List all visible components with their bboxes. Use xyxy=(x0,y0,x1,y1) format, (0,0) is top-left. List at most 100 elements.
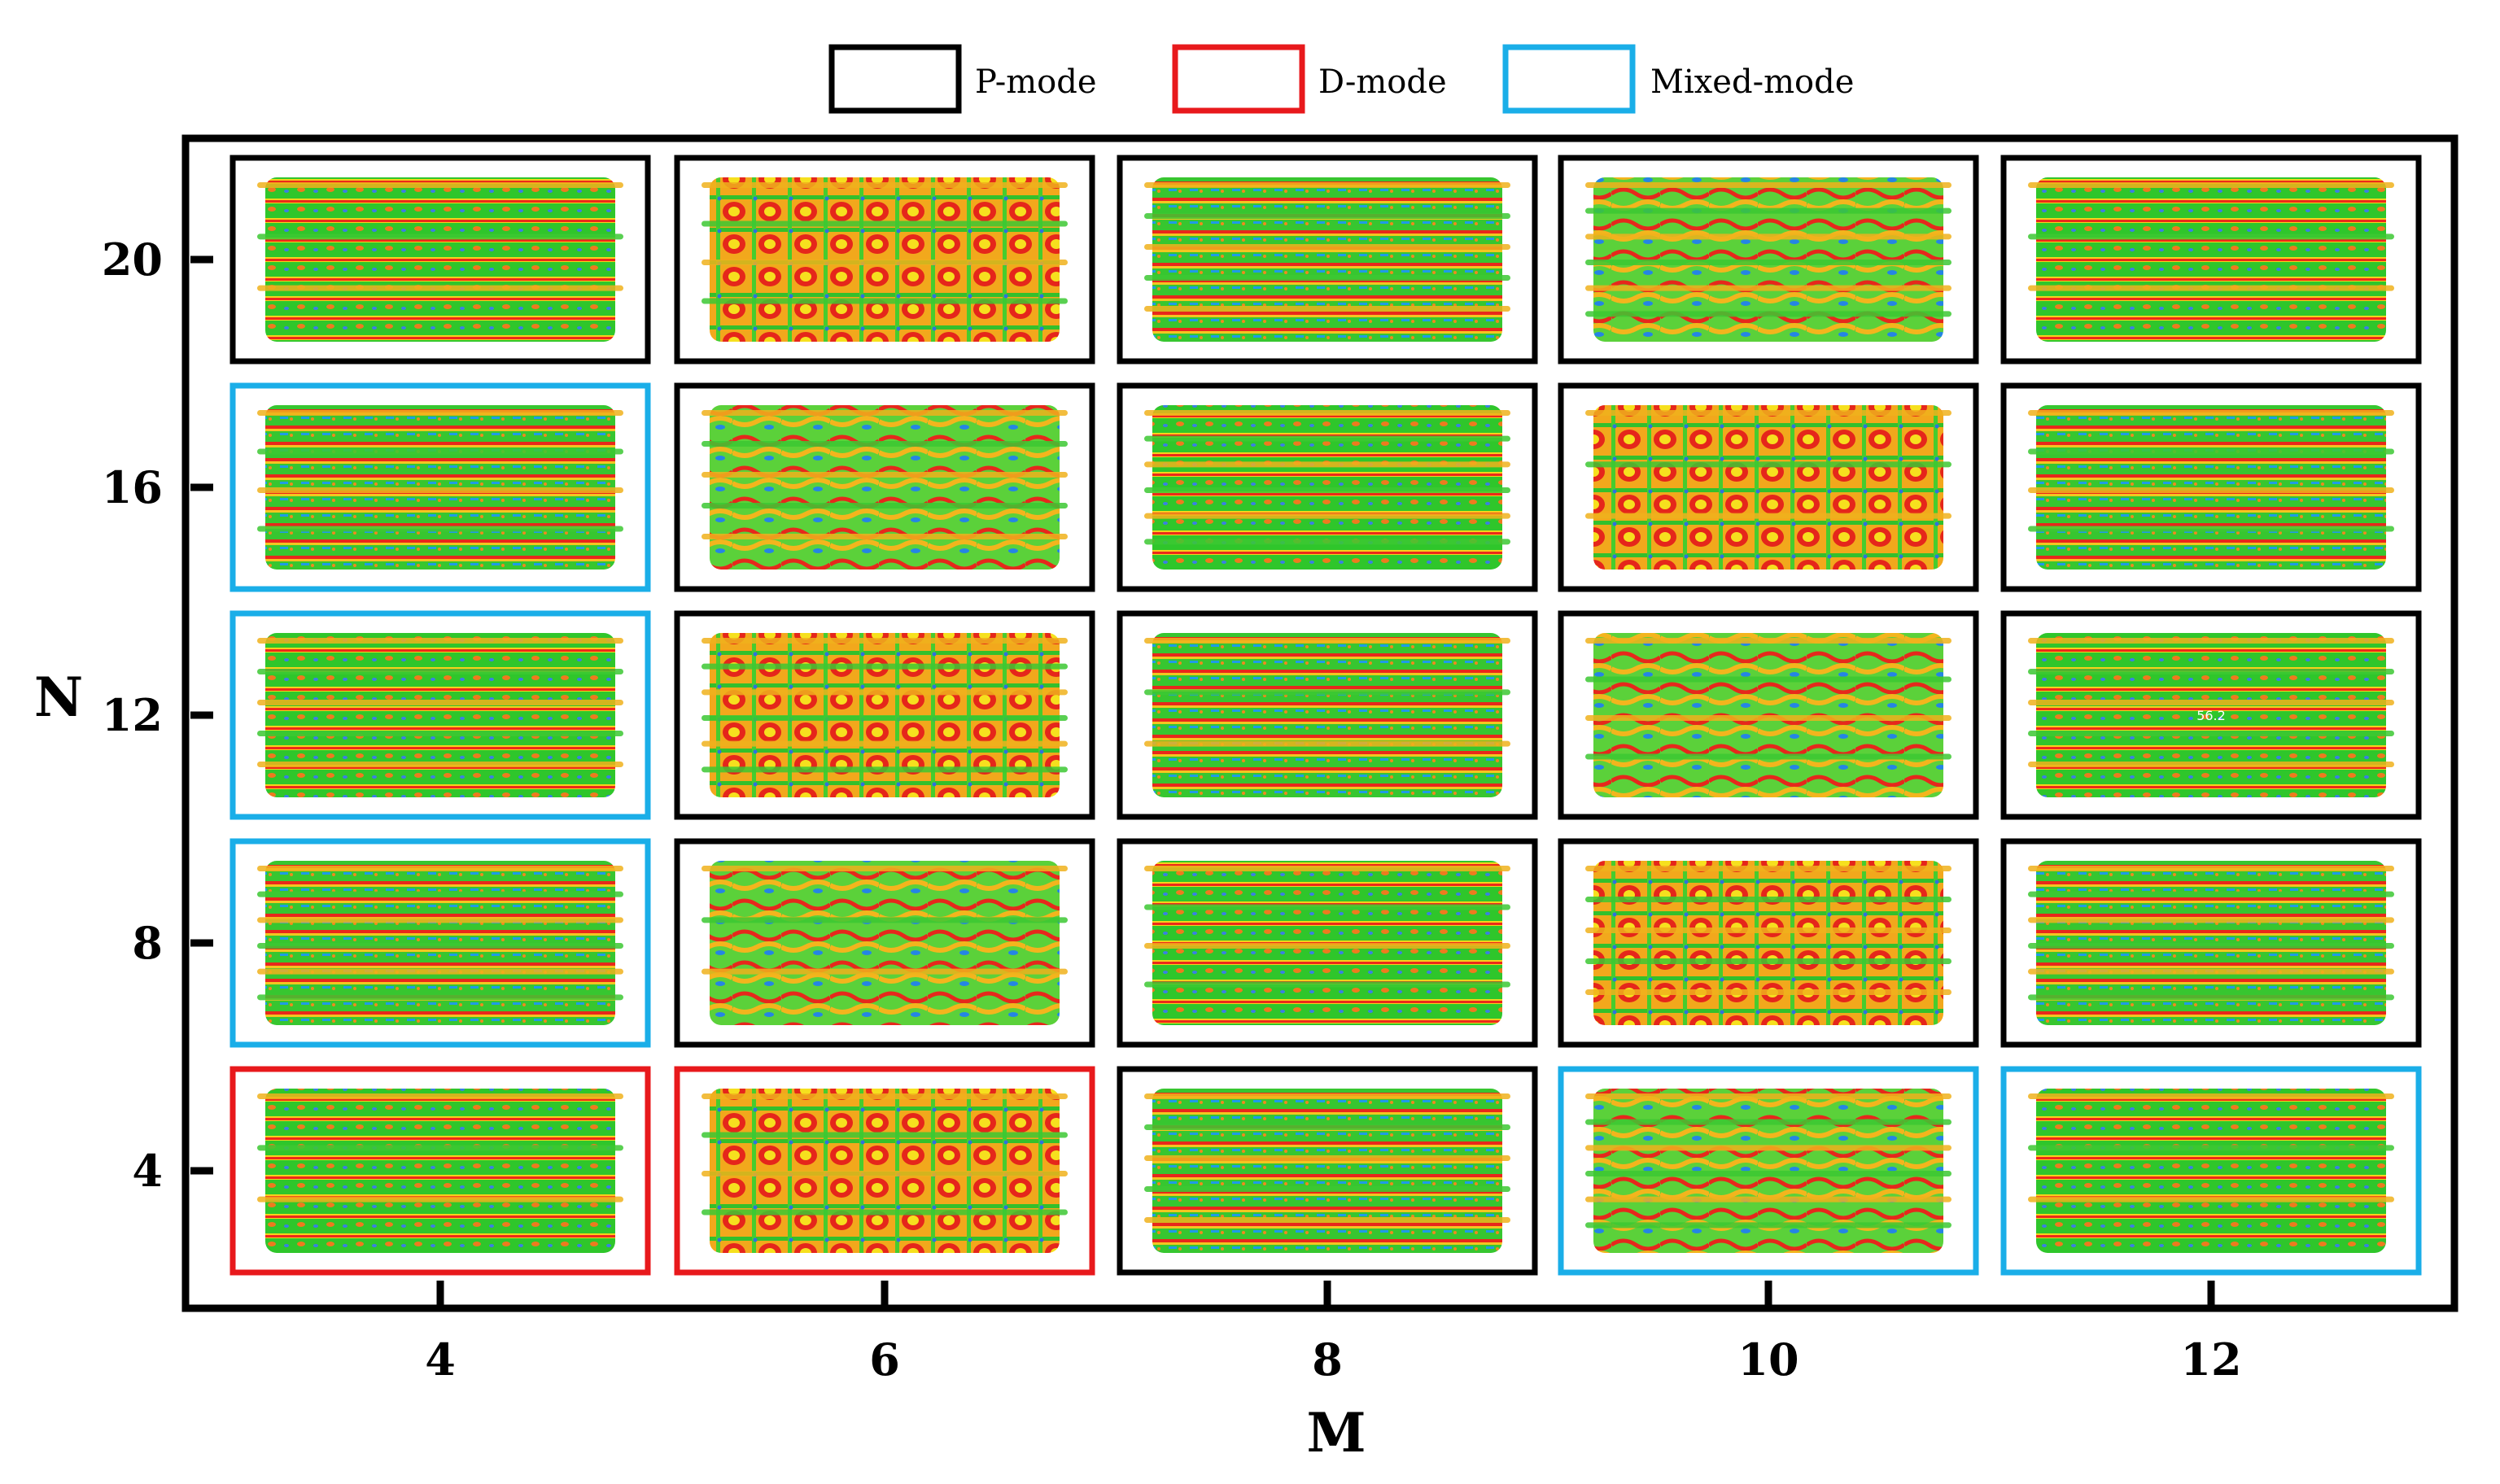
mode-frame-p-mode xyxy=(1558,382,1979,592)
cell-m8-n4 xyxy=(1117,1066,1538,1276)
cell-m12-n12 xyxy=(2000,610,2422,820)
ridge-band xyxy=(701,441,1068,447)
contour-image xyxy=(1152,1089,1502,1253)
ridge-band xyxy=(1585,1119,1951,1125)
ridge-band xyxy=(701,866,1068,871)
cell-m12-n20 xyxy=(2000,155,2422,364)
x-axis: M 4 6 8 10 12 xyxy=(425,1281,2242,1464)
mode-frame-p-mode xyxy=(674,155,1095,364)
ridge-band xyxy=(2028,526,2394,532)
ridge-band xyxy=(1144,435,1510,442)
cell-m8-n12 xyxy=(1117,610,1538,820)
ridge-band xyxy=(1144,275,1510,281)
ridge-band xyxy=(2028,487,2394,493)
ridge-band xyxy=(1585,311,1951,317)
ridge-band xyxy=(701,715,1068,721)
mode-frame-mixed-mode xyxy=(229,382,651,592)
ridge-band xyxy=(257,762,623,767)
ridge-band xyxy=(257,487,623,493)
contour-image xyxy=(1593,861,1943,1025)
ridge-band xyxy=(2028,700,2394,705)
ridge-band xyxy=(701,410,1068,416)
ridge-band xyxy=(257,866,623,871)
mode-frame-mixed-mode xyxy=(1558,1066,1979,1276)
y-tick-label: 8 xyxy=(132,917,163,969)
mode-frame-p-mode xyxy=(674,610,1095,820)
ridge-band xyxy=(2028,891,2394,897)
ridge-band xyxy=(1585,260,1951,265)
legend-swatch-p-mode xyxy=(828,44,962,114)
ridge-band xyxy=(1144,1217,1510,1223)
ridge-band xyxy=(257,638,623,644)
ridge-band xyxy=(1585,638,1951,644)
cell-m10-n12 xyxy=(1558,610,1979,820)
ridge-band xyxy=(2028,943,2394,949)
ridge-band xyxy=(2028,731,2394,736)
ridge-band xyxy=(1144,638,1510,644)
ridge-band xyxy=(1585,410,1951,416)
legend-label-p-mode: P-mode xyxy=(975,63,1097,101)
ridge-band xyxy=(257,526,623,532)
ridge-band xyxy=(257,234,623,240)
ridge-band xyxy=(1144,1186,1510,1192)
mode-frame-d-mode xyxy=(229,1066,651,1276)
cell-m6-n12 xyxy=(674,610,1095,820)
ridge-band xyxy=(701,472,1068,478)
y-tick-label: 4 xyxy=(132,1145,163,1197)
cell-m6-n20 xyxy=(674,155,1095,364)
ridge-band xyxy=(2028,448,2394,455)
ridge-band xyxy=(1585,897,1951,902)
ridge-band xyxy=(2028,968,2394,975)
mode-frame-p-mode xyxy=(229,155,651,364)
y-tick-label: 16 xyxy=(102,461,163,513)
cell-m10-n4 xyxy=(1558,1066,1979,1276)
contour-image xyxy=(265,633,615,797)
ridge-band xyxy=(2028,994,2394,1001)
ridge-band xyxy=(1585,866,1951,871)
x-tick-label: 10 xyxy=(1737,1333,1799,1386)
cell-m4-n16 xyxy=(229,382,651,592)
plot-frame xyxy=(181,134,2458,1312)
ridge-band xyxy=(701,1171,1068,1176)
ridge-band xyxy=(701,182,1068,188)
ridge-band xyxy=(1144,1124,1510,1130)
ridge-band xyxy=(2028,234,2394,240)
legend: P-mode D-mode Mixed-mode xyxy=(828,44,1854,114)
ridge-band xyxy=(2028,1196,2394,1202)
ridge-band xyxy=(1585,989,1951,995)
ridge-band xyxy=(1144,487,1510,493)
ridge-band xyxy=(257,943,623,949)
ridge-band xyxy=(1585,1145,1951,1151)
ridge-band xyxy=(1144,904,1510,910)
legend-swatch-mixed-mode xyxy=(1502,44,1636,114)
ridge-band xyxy=(2028,1093,2394,1099)
ridge-band xyxy=(1144,943,1510,949)
y-tick-label: 20 xyxy=(102,234,163,286)
ridge-band xyxy=(701,968,1068,975)
ridge-band xyxy=(2028,1145,2394,1151)
legend-label-mixed-mode: Mixed-mode xyxy=(1650,63,1854,101)
y-axis: N 20 16 12 8 4 xyxy=(34,234,213,1197)
cell-m4-n8 xyxy=(229,838,651,1048)
cell-m8-n8 xyxy=(1117,838,1538,1048)
ridge-band xyxy=(1144,866,1510,871)
mode-frame-p-mode xyxy=(674,382,1095,592)
mode-frame-mixed-mode xyxy=(229,610,651,820)
cell-m4-n4 xyxy=(229,1066,651,1276)
ridge-band xyxy=(1585,753,1951,760)
cell-m8-n16 xyxy=(1117,382,1538,592)
x-tick-label: 6 xyxy=(869,1333,900,1386)
mode-frame-p-mode xyxy=(2000,610,2422,820)
ridge-band xyxy=(257,669,623,674)
ridge-band xyxy=(1585,1093,1951,1099)
ridge-band xyxy=(257,891,623,897)
cell-m4-n12 xyxy=(229,610,651,820)
mode-frame-p-mode xyxy=(1117,610,1538,820)
ridge-band xyxy=(2028,410,2394,416)
mode-frame-p-mode xyxy=(674,838,1095,1048)
ridge-band xyxy=(1585,182,1951,188)
contour-image xyxy=(710,405,1060,570)
ridge-band xyxy=(257,410,623,416)
ridge-band xyxy=(257,182,623,188)
mode-frame-p-mode xyxy=(1558,838,1979,1048)
